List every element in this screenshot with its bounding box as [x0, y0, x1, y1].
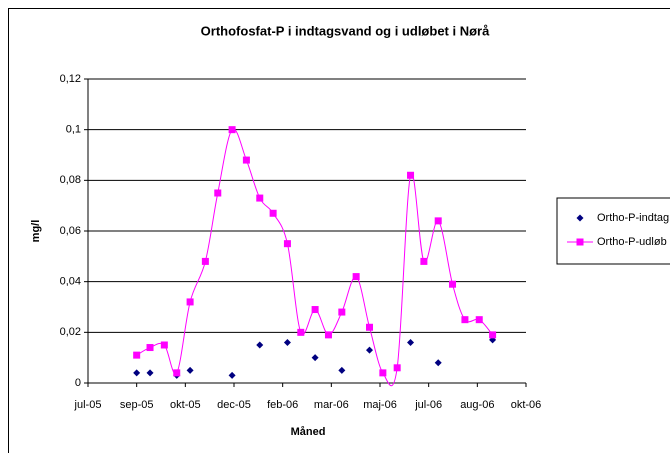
data-point [297, 328, 305, 336]
legend-marker [576, 214, 584, 222]
data-point [133, 369, 141, 377]
data-point [228, 126, 236, 134]
y-tick-label: 0,1 [66, 124, 81, 136]
data-point [256, 194, 264, 202]
data-point [449, 280, 457, 288]
y-tick-label: 0 [75, 377, 81, 389]
data-point [434, 217, 442, 225]
y-axis-title: mg/l [30, 220, 42, 243]
x-tick-label: dec-05 [217, 399, 251, 411]
data-point [173, 369, 181, 377]
x-tick-label: mar-06 [314, 399, 349, 411]
data-point [146, 369, 154, 377]
x-tick-label: feb-06 [267, 399, 298, 411]
x-axis-title: Måned [291, 426, 326, 438]
y-tick-label: 0,02 [60, 326, 81, 338]
data-point [489, 331, 497, 339]
data-point [338, 366, 346, 374]
data-point [133, 351, 141, 359]
data-point [338, 308, 346, 316]
data-point [366, 346, 374, 354]
x-tick-label: jul-05 [74, 399, 102, 411]
data-point [324, 331, 332, 339]
data-point [475, 316, 483, 324]
data-point [461, 316, 469, 324]
legend-label: Ortho-P-udløb [597, 236, 667, 248]
data-point [283, 240, 291, 248]
data-point [366, 323, 374, 331]
data-point [393, 364, 401, 372]
data-point [160, 341, 168, 349]
data-point [186, 298, 194, 306]
data-point [186, 366, 194, 374]
x-tick-label: jul-06 [414, 399, 442, 411]
legend-label: Ortho-P-indtag [597, 212, 669, 224]
data-point [407, 171, 415, 179]
x-tick-label: okt-05 [170, 399, 201, 411]
y-tick-label: 0,04 [60, 276, 81, 288]
series-line [136, 128, 493, 387]
data-point [228, 371, 236, 379]
legend-box [556, 197, 670, 265]
y-tick-label: 0,06 [60, 225, 81, 237]
data-point [214, 189, 222, 197]
x-tick-label: okt-06 [511, 399, 542, 411]
data-point [201, 257, 209, 265]
data-point [256, 341, 264, 349]
data-point [269, 209, 277, 217]
y-tick-label: 0,12 [60, 73, 81, 85]
data-point [434, 359, 442, 367]
y-tick-label: 0,08 [60, 174, 81, 186]
legend-marker [576, 238, 584, 246]
data-point [352, 273, 360, 281]
data-point [283, 338, 291, 346]
x-tick-label: aug-06 [460, 399, 494, 411]
data-point [407, 338, 415, 346]
chart-title: Orthofosfat-P i indtagsvand og i udløbet… [201, 23, 490, 38]
data-point [379, 369, 387, 377]
data-point [311, 306, 319, 314]
x-tick-label: sep-05 [120, 399, 154, 411]
data-point [242, 156, 250, 164]
x-tick-label: maj-06 [363, 399, 397, 411]
data-point [146, 344, 154, 352]
data-point [311, 354, 319, 362]
data-point [420, 257, 428, 265]
